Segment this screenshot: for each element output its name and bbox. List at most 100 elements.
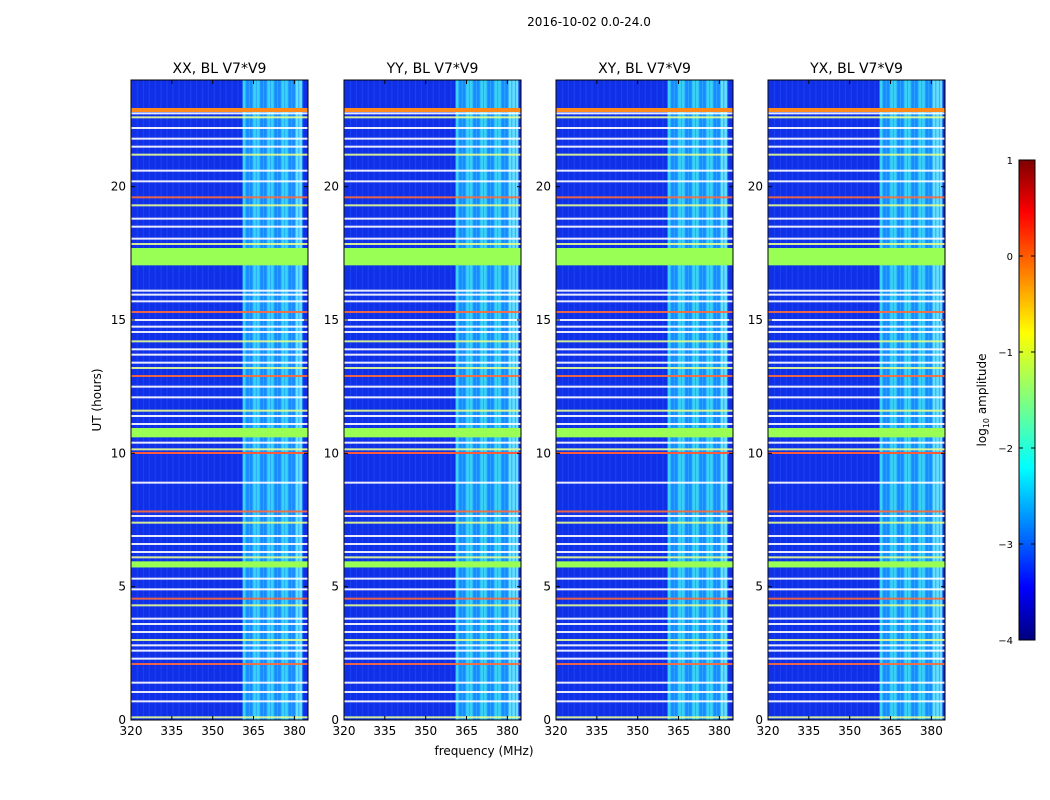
rfi-line bbox=[344, 604, 521, 607]
x-tick-label: 380 bbox=[496, 724, 519, 738]
rfi-line bbox=[768, 691, 945, 693]
rfi-line bbox=[131, 588, 308, 591]
noise-column bbox=[773, 80, 776, 720]
rfi-line bbox=[344, 137, 521, 140]
rfi-line bbox=[768, 243, 945, 245]
noise-column bbox=[225, 80, 227, 720]
rfi-line bbox=[131, 340, 308, 343]
rfi-line bbox=[344, 237, 521, 240]
rfi-line bbox=[556, 556, 733, 559]
rfi-line bbox=[556, 361, 733, 364]
rfi-line bbox=[344, 644, 521, 647]
rfi-line bbox=[131, 367, 308, 369]
signal-streak bbox=[915, 80, 918, 720]
rfi-line bbox=[131, 243, 308, 245]
flagged-band bbox=[768, 428, 945, 438]
noise-column bbox=[367, 80, 369, 720]
noise-column bbox=[131, 80, 133, 720]
y-axis-label: UT (hours) bbox=[90, 368, 104, 431]
noise-column bbox=[620, 80, 623, 720]
rfi-line bbox=[344, 361, 521, 364]
rfi-line bbox=[131, 409, 308, 412]
rfi-line bbox=[768, 623, 945, 625]
signal-streak bbox=[476, 80, 480, 720]
x-tick-label: 320 bbox=[757, 724, 780, 738]
signal-streak bbox=[292, 80, 295, 720]
noise-column bbox=[438, 80, 440, 720]
rfi-line bbox=[556, 604, 733, 607]
signal-streak bbox=[487, 80, 491, 720]
colorbar-tick-label: −2 bbox=[998, 444, 1013, 455]
rfi-line bbox=[556, 325, 733, 328]
rfi-line bbox=[768, 385, 945, 388]
noise-column bbox=[779, 80, 782, 720]
rfi-line bbox=[131, 623, 308, 625]
rfi-line bbox=[768, 311, 945, 313]
noise-column bbox=[154, 80, 156, 720]
signal-band bbox=[879, 80, 943, 720]
signal-streak bbox=[515, 80, 519, 720]
signal-streak bbox=[274, 80, 278, 720]
signal-streak bbox=[890, 80, 893, 720]
rfi-line bbox=[768, 353, 945, 356]
y-tick-label: 0 bbox=[543, 713, 551, 727]
signal-streak bbox=[242, 80, 246, 720]
rfi-line bbox=[344, 556, 521, 559]
rfi-line bbox=[344, 481, 521, 484]
noise-column bbox=[361, 80, 363, 720]
rfi-line bbox=[344, 700, 521, 703]
noise-column bbox=[609, 80, 611, 720]
rfi-line bbox=[344, 325, 521, 328]
colorbar-tick-label: −3 bbox=[998, 540, 1013, 551]
y-tick-label: 15 bbox=[111, 313, 126, 327]
rfi-line bbox=[556, 153, 733, 156]
rfi-line bbox=[556, 681, 733, 684]
rfi-line bbox=[768, 551, 945, 553]
rfi-line bbox=[344, 331, 521, 333]
x-tick-label: 335 bbox=[373, 724, 396, 738]
noise-column bbox=[827, 80, 829, 720]
flagged-band bbox=[768, 561, 945, 568]
noise-column bbox=[302, 80, 304, 720]
rfi-line bbox=[768, 409, 945, 412]
noise-column bbox=[597, 80, 599, 720]
signal-streak bbox=[904, 80, 908, 720]
rfi-line bbox=[131, 293, 308, 296]
rfi-line bbox=[131, 116, 308, 119]
flagged-band bbox=[344, 561, 521, 568]
signal-streak bbox=[706, 80, 710, 720]
rfi-line bbox=[344, 639, 521, 641]
noise-column bbox=[626, 80, 629, 720]
signal-streak bbox=[939, 80, 943, 720]
rfi-line bbox=[556, 396, 733, 399]
colorbar-label-rest: amplitude bbox=[975, 354, 989, 418]
rfi-line bbox=[344, 153, 521, 156]
rfi-line bbox=[344, 319, 521, 321]
rfi-line bbox=[131, 127, 308, 129]
noise-column bbox=[195, 80, 198, 720]
noise-column bbox=[201, 80, 204, 720]
rfi-line bbox=[344, 409, 521, 412]
colorbar-label: log10 amplitude bbox=[975, 354, 991, 447]
flagged-band bbox=[556, 561, 733, 568]
rfi-line bbox=[768, 153, 945, 156]
rfi-line bbox=[768, 319, 945, 321]
rfi-line bbox=[556, 597, 733, 600]
rfi-line bbox=[344, 145, 521, 148]
rfi-line bbox=[131, 353, 308, 356]
signal-streak bbox=[462, 80, 466, 720]
rfi-line bbox=[768, 681, 945, 684]
rfi-line bbox=[556, 543, 733, 545]
rfi-line bbox=[131, 311, 308, 313]
rfi-line bbox=[131, 375, 308, 377]
rfi-line bbox=[131, 644, 308, 647]
rfi-line bbox=[131, 604, 308, 607]
signal-streak bbox=[249, 80, 253, 720]
rfi-line bbox=[768, 535, 945, 537]
signal-streak bbox=[508, 80, 512, 720]
rfi-line bbox=[344, 597, 521, 600]
signal-streak bbox=[295, 80, 299, 720]
rfi-line bbox=[768, 663, 945, 665]
rfi-line bbox=[344, 196, 521, 199]
rfi-line bbox=[556, 521, 733, 524]
